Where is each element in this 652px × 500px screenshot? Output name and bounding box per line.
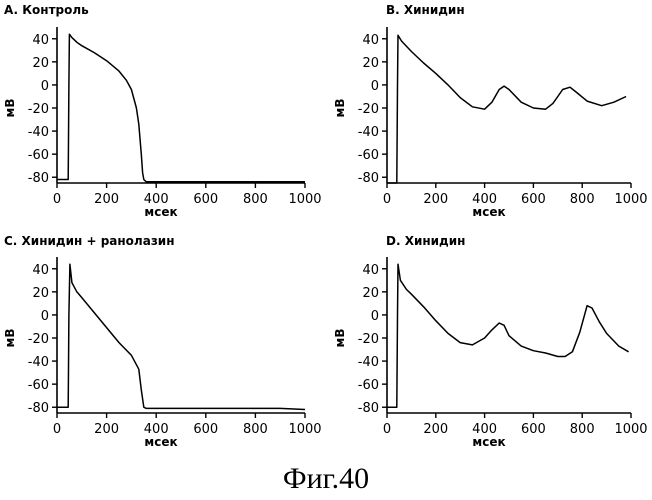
action-potential-line [57,34,305,182]
x-tick-label: 600 [521,422,546,437]
panel-title: C. Хинидин + ранолазин [4,234,174,248]
y-tick-label: 40 [362,33,379,48]
panel-c-quinidine-ranolazine: C. Хинидин + ранолазин40200-20-40-60-800… [3,234,322,449]
x-axis-label: мсек [472,435,505,449]
x-tick-label: 800 [243,422,268,437]
action-potential-line [387,35,626,183]
x-tick-label: 0 [53,422,61,437]
x-tick-label: 0 [53,192,61,207]
y-tick-label: -40 [28,125,49,140]
y-axis-label: мВ [3,329,17,348]
x-tick-label: 1000 [614,192,647,207]
x-tick-label: 1000 [614,422,647,437]
x-tick-label: 0 [383,422,391,437]
y-tick-label: 40 [32,33,49,48]
x-tick-label: 600 [521,192,546,207]
panel-b-quinidine: B. Хинидин40200-20-40-60-800200400600800… [333,3,648,219]
y-tick-label: -40 [358,355,379,370]
x-axis-label: мсек [144,205,177,219]
action-potential-line [387,264,629,407]
x-tick-label: 800 [570,192,595,207]
panel-title: A. Контроль [4,3,89,17]
y-tick-label: -40 [28,355,49,370]
panel-title: D. Хинидин [386,234,465,248]
y-tick-label: 20 [362,56,379,71]
y-tick-label: -80 [28,401,49,416]
y-tick-label: -40 [358,125,379,140]
x-axis-label: мсек [472,205,505,219]
y-axis-label: мВ [333,99,347,118]
action-potential-line [57,264,305,409]
y-tick-label: -20 [28,332,49,347]
x-tick-label: 800 [570,422,595,437]
y-tick-label: 20 [362,286,379,301]
y-tick-label: -20 [358,332,379,347]
x-axis-label: мсек [144,435,177,449]
y-tick-label: 0 [371,79,379,94]
y-tick-label: 20 [32,56,49,71]
x-tick-label: 600 [193,422,218,437]
x-tick-label: 800 [243,192,268,207]
x-tick-label: 600 [193,192,218,207]
panel-a-control: A. Контроль40200-20-40-60-80020040060080… [3,3,322,219]
y-tick-label: -80 [28,171,49,186]
y-tick-label: -20 [358,102,379,117]
y-tick-label: -80 [358,401,379,416]
x-tick-label: 1000 [288,422,321,437]
y-tick-label: -60 [358,148,379,163]
x-tick-label: 200 [423,422,448,437]
panel-title: B. Хинидин [386,3,465,17]
y-tick-label: -80 [358,171,379,186]
y-tick-label: -60 [28,148,49,163]
y-tick-label: 0 [41,79,49,94]
y-tick-label: 0 [371,309,379,324]
y-tick-label: -60 [358,378,379,393]
x-tick-label: 200 [94,422,119,437]
y-tick-label: -60 [28,378,49,393]
y-axis-label: мВ [3,99,17,118]
x-tick-label: 0 [383,192,391,207]
y-axis-label: мВ [333,329,347,348]
y-tick-label: -20 [28,102,49,117]
y-tick-label: 0 [41,309,49,324]
figure-caption: Фиг.40 [0,462,652,496]
y-tick-label: 40 [32,263,49,278]
x-tick-label: 1000 [288,192,321,207]
y-tick-label: 20 [32,286,49,301]
panel-d-quinidine: D. Хинидин40200-20-40-60-800200400600800… [333,234,648,449]
x-tick-label: 200 [423,192,448,207]
x-tick-label: 200 [94,192,119,207]
y-tick-label: 40 [362,263,379,278]
